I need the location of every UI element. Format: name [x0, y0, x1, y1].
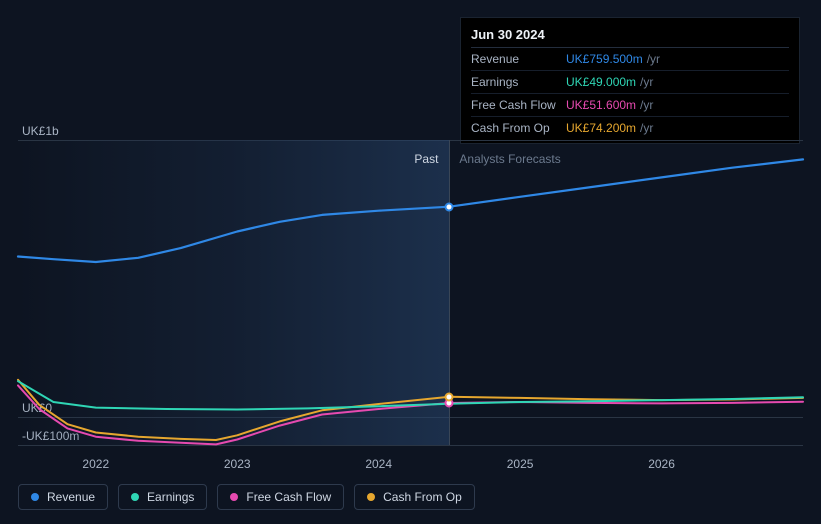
marker-revenue	[445, 202, 454, 211]
chart-svg	[0, 0, 821, 524]
series-line-cashop	[18, 380, 803, 440]
series-line-earnings	[18, 381, 803, 409]
marker-cashop	[445, 392, 454, 401]
series-line-revenue	[18, 159, 803, 262]
